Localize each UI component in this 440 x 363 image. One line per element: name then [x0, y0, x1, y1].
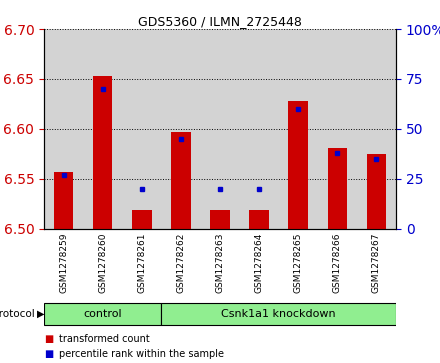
- Bar: [44, 29, 83, 229]
- Bar: [122, 29, 161, 229]
- Bar: [357, 29, 396, 229]
- Text: GSM1278265: GSM1278265: [294, 232, 303, 293]
- Title: GDS5360 / ILMN_2725448: GDS5360 / ILMN_2725448: [138, 15, 302, 28]
- Text: GSM1278263: GSM1278263: [216, 232, 224, 293]
- Text: GSM1278261: GSM1278261: [137, 232, 146, 293]
- Bar: [201, 29, 239, 229]
- Text: GSM1278266: GSM1278266: [333, 232, 342, 293]
- Bar: [249, 210, 269, 229]
- Bar: [161, 302, 396, 325]
- Bar: [93, 76, 113, 229]
- Bar: [171, 132, 191, 229]
- Text: Csnk1a1 knockdown: Csnk1a1 knockdown: [221, 309, 336, 319]
- Text: ■: ■: [44, 349, 53, 359]
- Bar: [210, 210, 230, 229]
- Bar: [279, 29, 318, 229]
- Text: GSM1278262: GSM1278262: [176, 232, 185, 293]
- Bar: [327, 148, 347, 229]
- Text: GSM1278259: GSM1278259: [59, 232, 68, 293]
- Bar: [289, 101, 308, 229]
- Text: percentile rank within the sample: percentile rank within the sample: [59, 349, 224, 359]
- Text: transformed count: transformed count: [59, 334, 150, 344]
- Text: ■: ■: [44, 334, 53, 344]
- Bar: [83, 29, 122, 229]
- Bar: [161, 29, 201, 229]
- Bar: [132, 210, 151, 229]
- Bar: [54, 172, 73, 229]
- Bar: [318, 29, 357, 229]
- Bar: [44, 302, 161, 325]
- Text: GSM1278260: GSM1278260: [98, 232, 107, 293]
- Text: protocol: protocol: [0, 309, 35, 319]
- Text: control: control: [83, 309, 122, 319]
- Text: ▶: ▶: [37, 309, 45, 319]
- Bar: [367, 154, 386, 229]
- Text: GSM1278264: GSM1278264: [255, 232, 264, 293]
- Text: GSM1278267: GSM1278267: [372, 232, 381, 293]
- Bar: [239, 29, 279, 229]
